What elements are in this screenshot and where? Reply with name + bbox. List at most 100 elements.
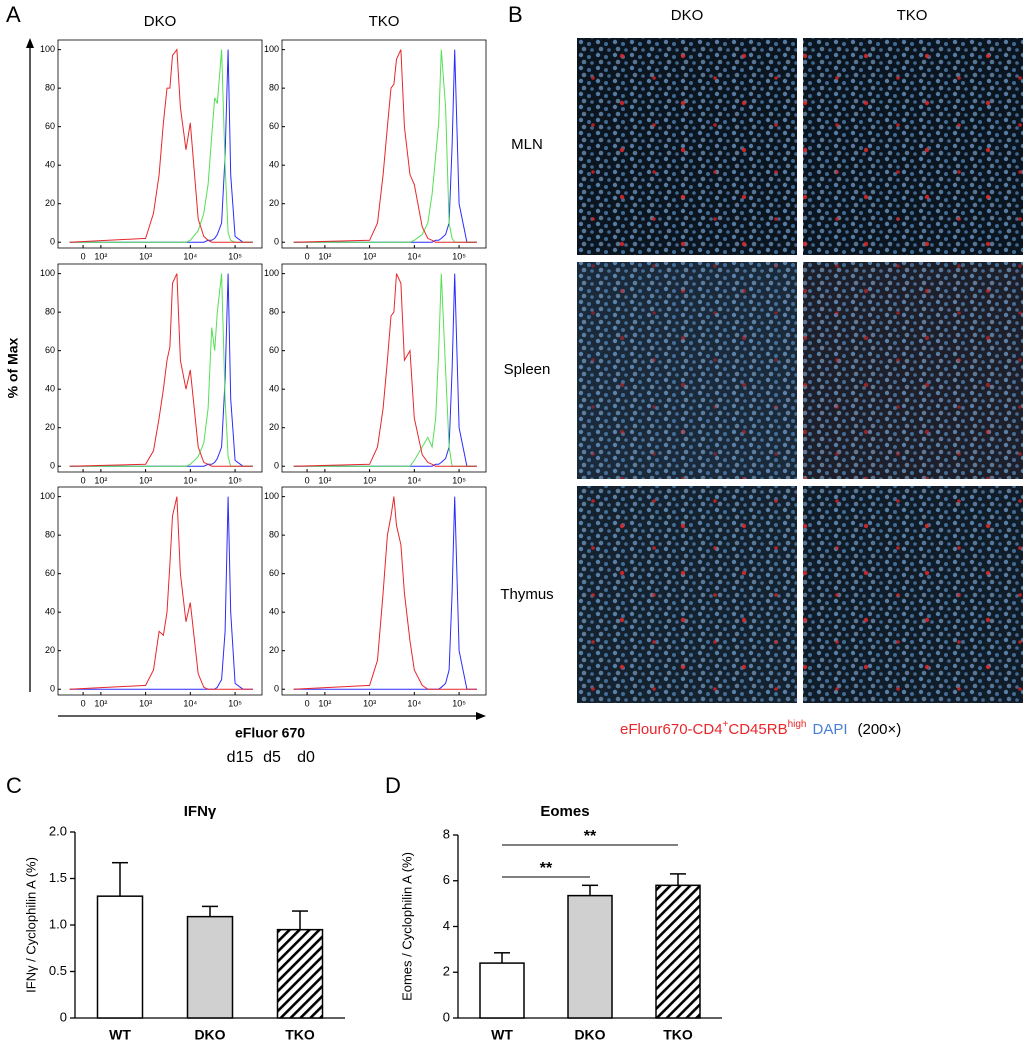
- x-tick-label: 10⁴: [183, 475, 197, 485]
- panel-letter: C: [6, 773, 22, 798]
- column-title: TKO: [897, 7, 928, 24]
- caption-sup: +: [723, 719, 729, 730]
- x-tick-label: 10⁴: [183, 698, 197, 708]
- micrograph-red: [577, 486, 797, 703]
- histogram-line: [293, 273, 477, 467]
- bar: [567, 894, 613, 1019]
- y-tick-label: 100: [264, 44, 279, 54]
- y-axis-label: Eomes / Cyclophilin A (%): [399, 852, 414, 1001]
- y-tick-label: 60: [269, 345, 279, 355]
- arrow-head: [26, 38, 34, 48]
- y-tick-label: 80: [45, 307, 55, 317]
- significance-label: **: [584, 828, 597, 845]
- micrograph-red: [803, 486, 1023, 703]
- histogram-line: [69, 496, 253, 690]
- x-tick-label: 0: [305, 251, 310, 261]
- micrograph-red: [577, 262, 797, 479]
- y-tick-label: 20: [269, 645, 279, 655]
- x-tick-label: 10⁴: [407, 475, 421, 485]
- caption: eFlour670-CD4+CD45RBhigh DAPI (200×): [620, 719, 901, 738]
- y-tick-label: 0: [60, 1009, 67, 1024]
- chart-title: IFNγ: [184, 803, 217, 820]
- x-tick-label: WT: [109, 1027, 131, 1043]
- x-axis-label: eFluor 670: [235, 725, 305, 741]
- x-tick-label: 10⁴: [407, 698, 421, 708]
- y-tick-label: 80: [45, 530, 55, 540]
- x-tick-label: 10²: [94, 475, 107, 485]
- y-tick-label: 20: [45, 422, 55, 432]
- significance-label: **: [540, 860, 553, 877]
- column-title: DKO: [671, 7, 704, 24]
- histogram-line: [69, 273, 253, 467]
- bar: [655, 884, 701, 1019]
- histogram-line: [293, 49, 477, 243]
- x-tick-label: 0: [305, 475, 310, 485]
- caption-marker: CD45RB: [728, 721, 787, 738]
- x-tick-label: 10⁵: [452, 698, 466, 708]
- x-tick-label: WT: [491, 1027, 513, 1043]
- y-tick-label: 0: [50, 237, 55, 247]
- x-tick-label: 10⁵: [452, 475, 466, 485]
- y-tick-label: 4: [443, 918, 450, 933]
- y-tick-label: 60: [45, 345, 55, 355]
- micrograph-red: [577, 38, 797, 255]
- y-tick-label: 60: [45, 568, 55, 578]
- y-tick-label: 0.5: [49, 963, 67, 978]
- legend-entry: d15: [227, 749, 254, 766]
- y-tick-label: 1.5: [49, 870, 67, 885]
- column-title: DKO: [144, 13, 177, 30]
- y-tick-label: 40: [269, 160, 279, 170]
- micrographs: [577, 38, 1023, 703]
- y-tick-label: 100: [40, 44, 55, 54]
- histogram-line: [69, 273, 253, 467]
- x-tick-label: 10³: [363, 251, 376, 261]
- bar: [479, 962, 525, 1019]
- y-tick-label: 1.0: [49, 916, 67, 931]
- y-tick-label: 20: [269, 198, 279, 208]
- y-tick-label: 20: [45, 645, 55, 655]
- y-tick-label: 40: [269, 607, 279, 617]
- x-tick-label: 10²: [318, 475, 331, 485]
- y-tick-label: 40: [45, 160, 55, 170]
- y-tick-label: 100: [264, 491, 279, 501]
- y-axis-label: % of Max: [5, 337, 21, 398]
- panel-letter: B: [508, 2, 523, 27]
- y-tick-label: 100: [264, 268, 279, 278]
- histogram-line: [69, 48, 253, 243]
- x-tick-label: 10³: [139, 698, 152, 708]
- y-tick-label: 40: [45, 607, 55, 617]
- x-tick-label: 10⁵: [228, 698, 242, 708]
- legend-entry: d0: [297, 749, 315, 766]
- x-tick-label: 0: [81, 475, 86, 485]
- x-tick-label: TKO: [663, 1027, 693, 1043]
- x-tick-label: 0: [81, 698, 86, 708]
- panel-letter: D: [385, 773, 401, 798]
- y-tick-label: 0: [443, 1009, 450, 1024]
- histogram-line: [293, 496, 477, 690]
- panel-letter: A: [6, 2, 21, 27]
- bar: [96, 895, 144, 1019]
- x-tick-label: 10³: [139, 251, 152, 261]
- x-tick-label: 10⁴: [407, 251, 421, 261]
- plot-frame: [281, 486, 487, 696]
- histogram-line: [69, 496, 253, 690]
- x-tick-label: 10³: [139, 475, 152, 485]
- x-tick-label: 10²: [94, 251, 107, 261]
- y-tick-label: 60: [45, 121, 55, 131]
- x-tick-label: 10⁵: [228, 475, 242, 485]
- row-title: MLN: [511, 136, 543, 153]
- caption-dapi: DAPI: [812, 721, 847, 738]
- y-tick-label: 8: [443, 826, 450, 841]
- x-tick-label: DKO: [574, 1027, 605, 1043]
- y-tick-label: 20: [269, 422, 279, 432]
- y-tick-label: 40: [45, 384, 55, 394]
- x-tick-label: DKO: [194, 1027, 225, 1043]
- histogram-line: [69, 273, 253, 467]
- y-tick-label: 80: [269, 83, 279, 93]
- y-tick-label: 0: [50, 461, 55, 471]
- plot-frame: [57, 486, 263, 696]
- y-tick-label: 2.0: [49, 823, 67, 838]
- x-tick-label: TKO: [285, 1027, 315, 1043]
- y-tick-label: 0: [274, 237, 279, 247]
